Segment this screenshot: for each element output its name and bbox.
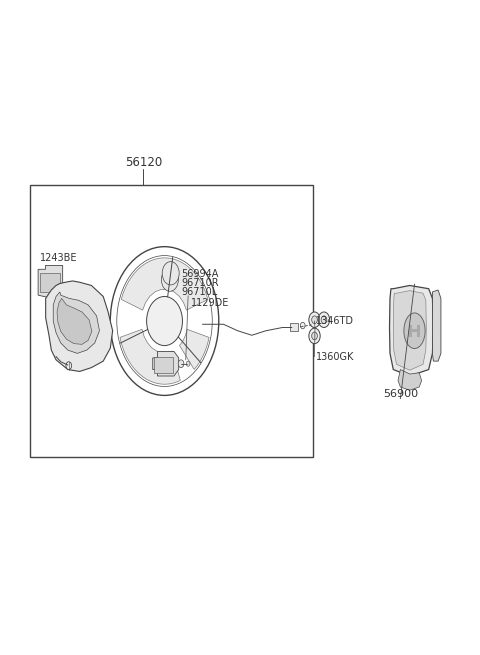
Text: 96710R: 96710R	[181, 278, 219, 288]
Text: 1360GK: 1360GK	[315, 352, 354, 362]
Ellipse shape	[404, 313, 425, 348]
Bar	[410, 329, 419, 332]
Polygon shape	[53, 292, 99, 353]
Bar	[154, 356, 172, 373]
Text: 56120: 56120	[125, 156, 162, 169]
Text: 56900: 56900	[383, 388, 418, 399]
Circle shape	[318, 312, 330, 328]
Polygon shape	[38, 265, 63, 299]
Circle shape	[312, 316, 317, 324]
Polygon shape	[180, 329, 209, 369]
Polygon shape	[432, 290, 441, 361]
Circle shape	[66, 362, 72, 369]
Polygon shape	[393, 291, 426, 370]
Bar	[30, 185, 313, 457]
Text: 1243BE: 1243BE	[39, 253, 77, 263]
Text: 56994A: 56994A	[181, 269, 218, 279]
Bar	[417, 325, 420, 337]
Circle shape	[309, 328, 320, 344]
Circle shape	[312, 332, 317, 340]
Polygon shape	[153, 352, 179, 376]
Bar	[409, 325, 412, 337]
Circle shape	[300, 322, 305, 329]
Circle shape	[178, 360, 184, 367]
Text: 1129DE: 1129DE	[191, 299, 229, 309]
Circle shape	[146, 297, 182, 346]
Circle shape	[321, 316, 327, 324]
Polygon shape	[398, 369, 421, 390]
Circle shape	[161, 268, 179, 291]
Circle shape	[162, 261, 179, 285]
Polygon shape	[120, 329, 180, 384]
Bar	[289, 323, 298, 331]
Text: 1346TD: 1346TD	[315, 316, 353, 326]
Polygon shape	[46, 281, 113, 371]
Polygon shape	[389, 286, 433, 376]
Circle shape	[309, 312, 320, 328]
Text: 96710L: 96710L	[181, 288, 217, 297]
Polygon shape	[57, 299, 92, 345]
Polygon shape	[121, 258, 208, 310]
Circle shape	[186, 361, 190, 366]
Bar	[40, 272, 60, 292]
